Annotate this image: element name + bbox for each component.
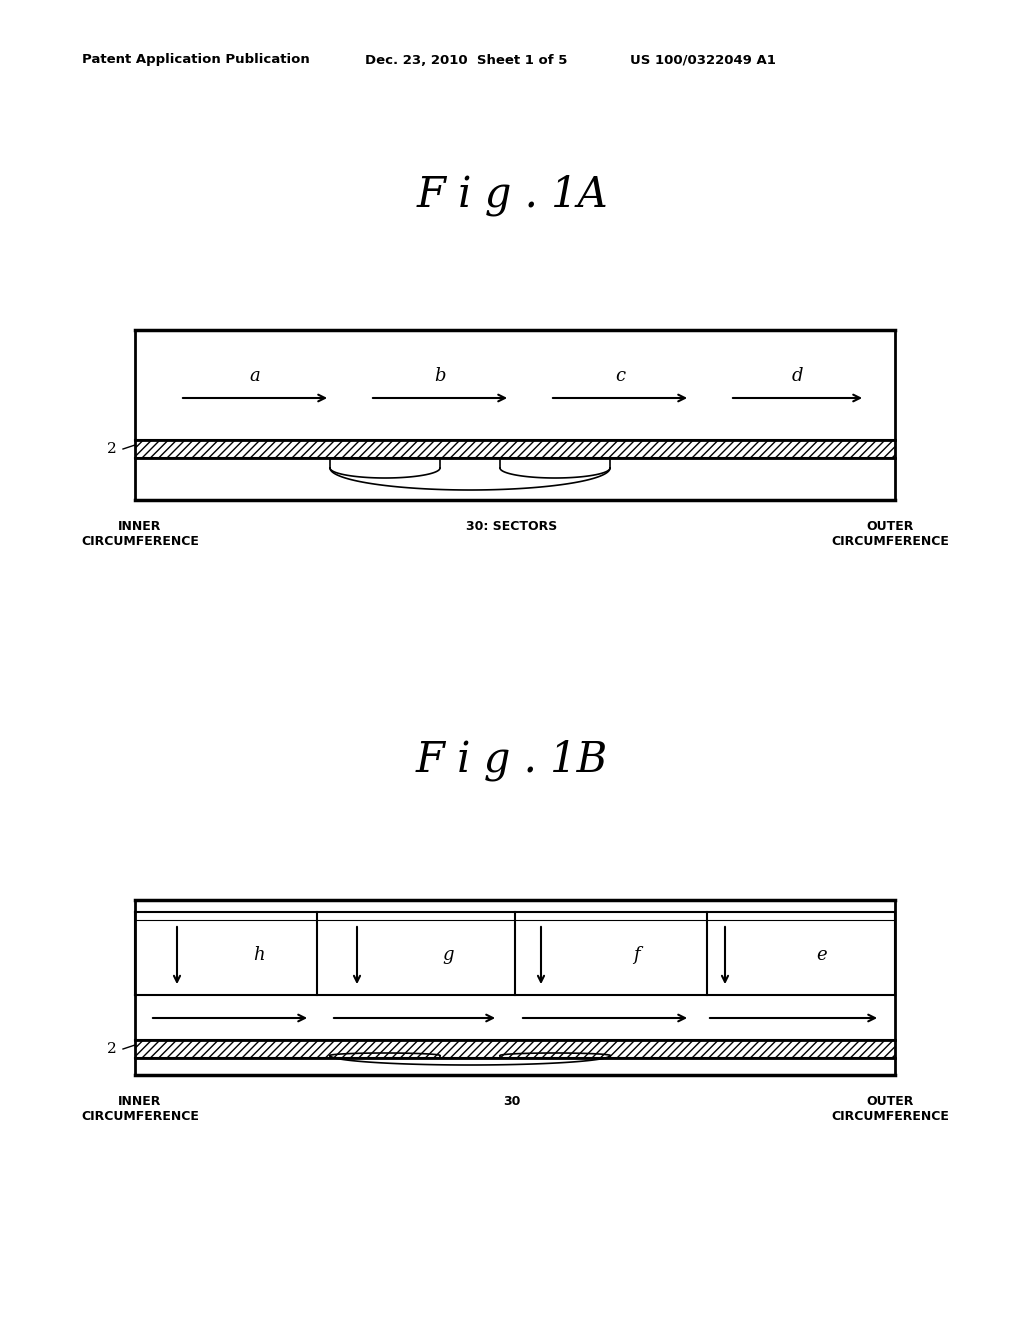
Text: OUTER
CIRCUMFERENCE: OUTER CIRCUMFERENCE (831, 1096, 949, 1123)
Text: g: g (442, 946, 454, 965)
Text: a: a (250, 367, 260, 385)
Text: 2: 2 (108, 1041, 117, 1056)
Text: US 100/0322049 A1: US 100/0322049 A1 (630, 54, 776, 66)
Text: f: f (633, 946, 639, 965)
Text: Patent Application Publication: Patent Application Publication (82, 54, 309, 66)
Text: 30: SECTORS: 30: SECTORS (466, 520, 558, 533)
Text: Dec. 23, 2010  Sheet 1 of 5: Dec. 23, 2010 Sheet 1 of 5 (365, 54, 567, 66)
Text: c: c (615, 367, 625, 385)
Text: h: h (253, 946, 265, 965)
Bar (135, 440, 895, 458)
Text: e: e (817, 946, 827, 965)
Text: F i g . 1B: F i g . 1B (416, 739, 608, 781)
Text: F i g . 1A: F i g . 1A (416, 174, 608, 216)
Text: OUTER
CIRCUMFERENCE: OUTER CIRCUMFERENCE (831, 520, 949, 548)
Bar (135, 1040, 895, 1059)
Text: b: b (434, 367, 445, 385)
Text: 2: 2 (108, 442, 117, 455)
Text: d: d (792, 367, 803, 385)
Text: INNER
CIRCUMFERENCE: INNER CIRCUMFERENCE (81, 520, 199, 548)
Text: 30: 30 (504, 1096, 520, 1107)
Text: INNER
CIRCUMFERENCE: INNER CIRCUMFERENCE (81, 1096, 199, 1123)
